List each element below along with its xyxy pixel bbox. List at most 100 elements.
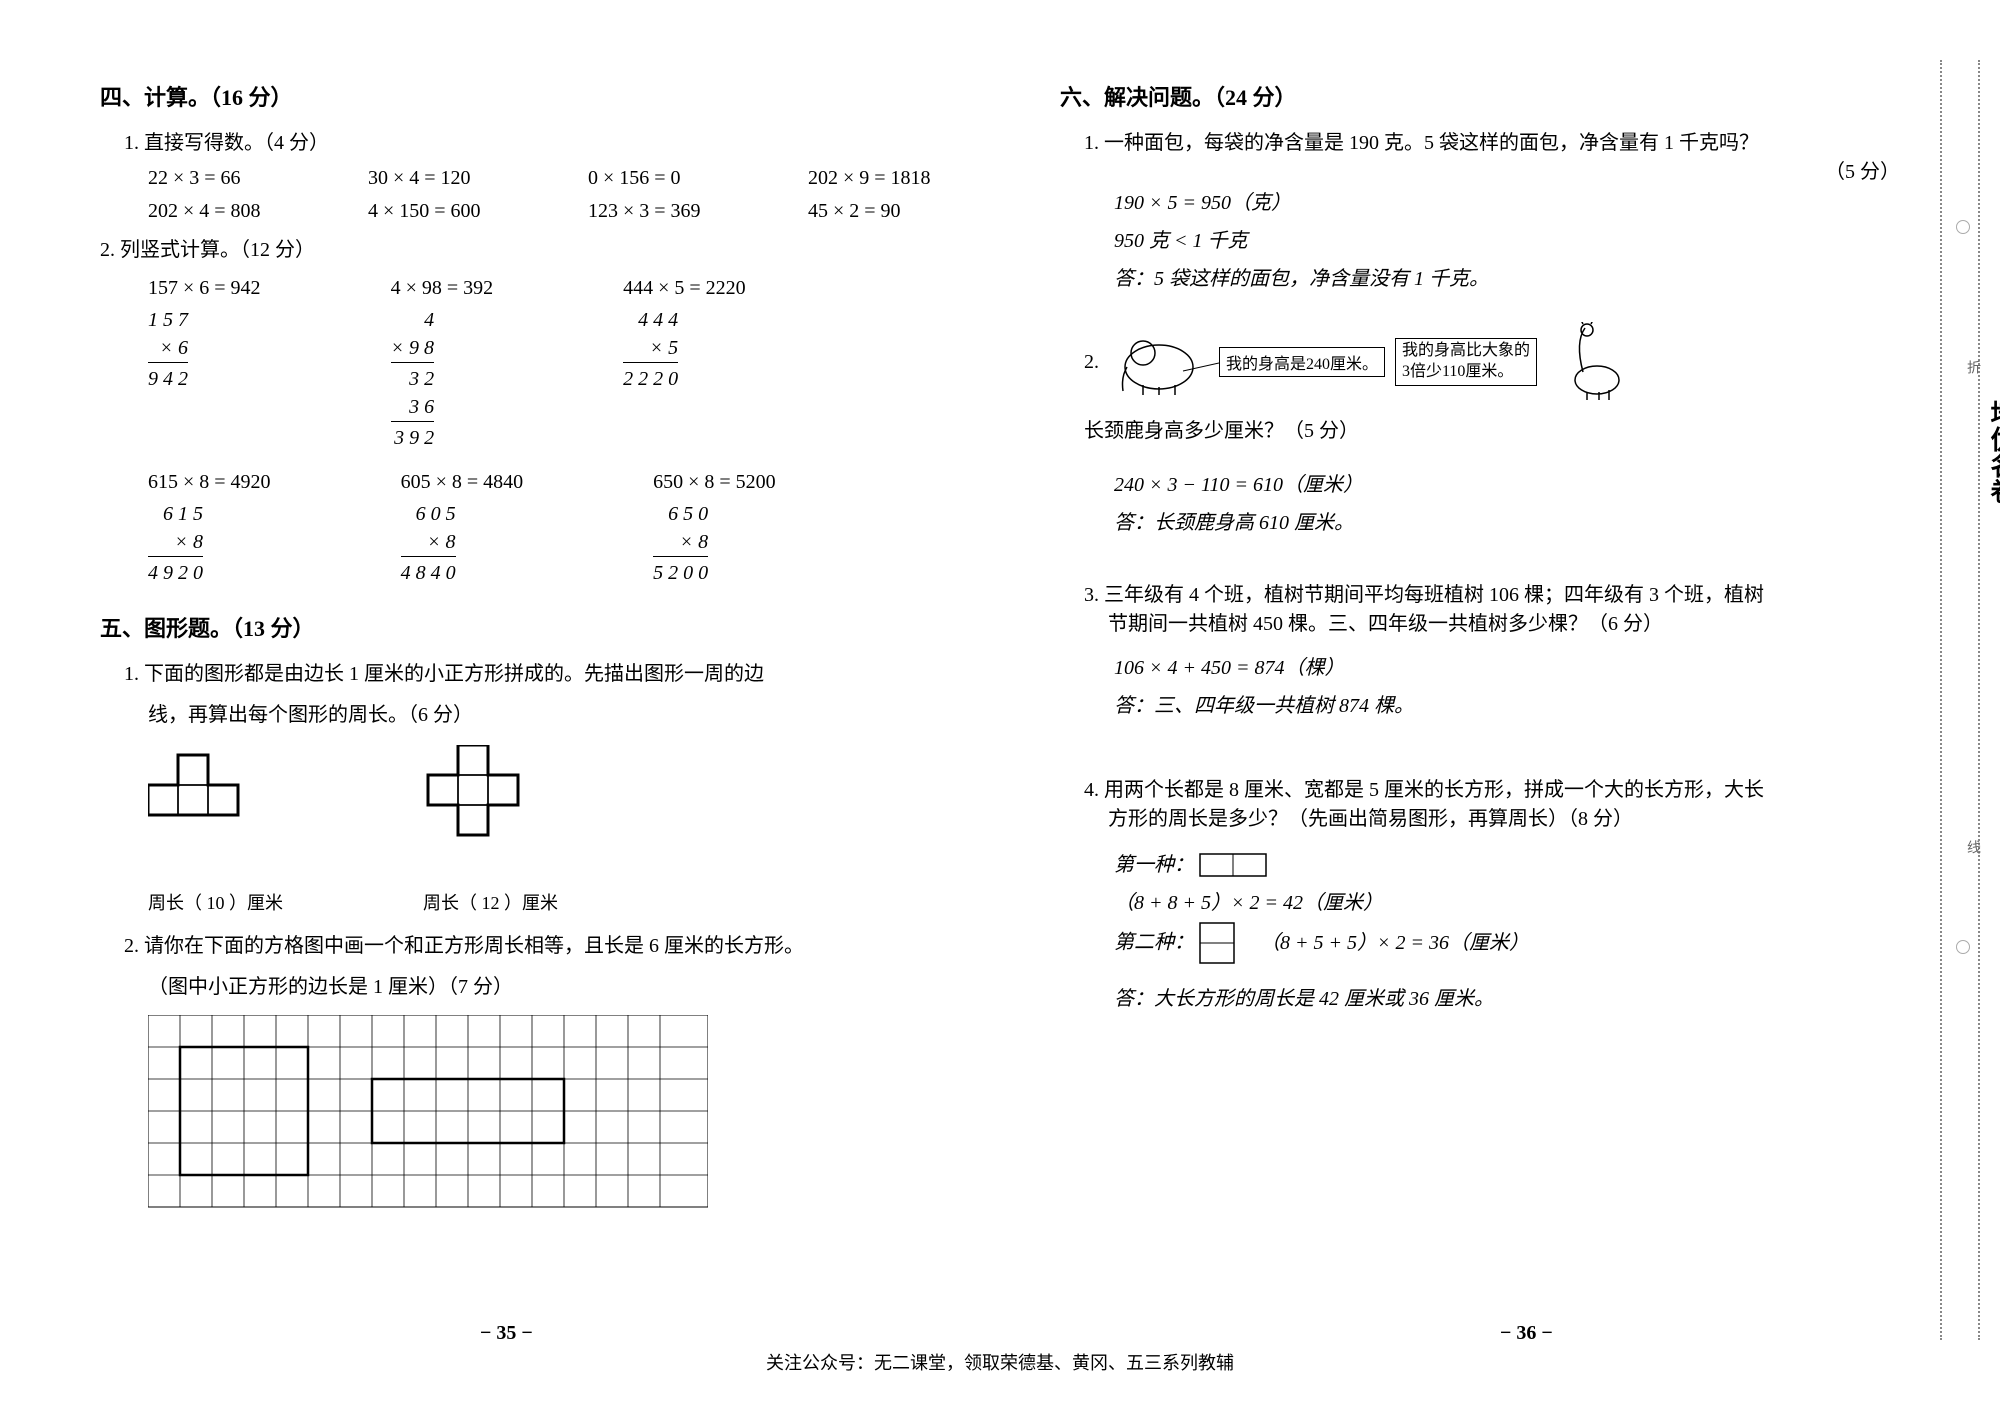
vcalc-line: × 8 [148,528,203,556]
math-item: 0 × 156 = 0 [588,167,748,190]
right-page: 六、解决问题。（24 分） 1. 一种面包，每袋的净含量是 190 克。5 袋这… [1060,80,1940,1221]
section6-heading: 六、解决问题。（24 分） [1060,80,1940,112]
method-label: 第一种： [1114,854,1194,876]
section4-heading: 四、计算。（16 分） [100,80,980,112]
vcalc-line: × 8 [653,528,708,556]
math-item: 123 × 3 = 369 [588,200,748,223]
question-1-points: （5 分） [1060,155,1900,184]
vcalc-line: 4 4 4 [623,306,678,334]
rect-horizontal-icon [1199,853,1269,879]
perimeter-labels: 周长（ 10 ）厘米 周长（ 12 ）厘米 [148,889,980,915]
vcalc-line: 6 0 5 [401,500,456,528]
sub-4-2: 2. 列竖式计算。（12 分） [100,233,980,262]
answer-2: 240 × 3 − 110 = 610（厘米） 答：长颈鹿身高 610 厘米。 [1114,466,1940,542]
vcalc-result: 4 9 2 0 [148,556,203,587]
question-4a: 4. 用两个长都是 8 厘米、宽都是 5 厘米的长方形，拼成一个大的长方形，大长 [1084,773,1940,802]
answer-1: 190 × 5 = 950（克） 950 克 < 1 千克 答：5 袋这样的面包… [1114,184,1940,298]
vcalc-line: 1 5 7 [148,306,188,334]
vcalc-line: × 6 [148,334,188,362]
question-4b: 方形的周长是多少？（先画出简易图形，再算周长）（8 分） [1108,802,1940,836]
speech-line: 我的身高比大象的 [1402,341,1530,362]
page-number-right: − 36 − [1500,1322,1553,1345]
vcalc-3: 444 × 5 = 2220 4 4 4 × 5 2 2 2 0 [623,274,746,452]
shape-2 [418,745,548,875]
method-2: 第二种： （8 + 5 + 5）× 2 = 36（厘米） [1114,922,1940,966]
answer-4: 第一种： （8 + 8 + 5）× 2 = 42（厘米） 第二种： （8 + 5… [1114,846,1940,1018]
vcalc-result: 2 2 2 0 [623,362,678,393]
method-label: 第二种： [1114,932,1194,954]
vcalc-eq: 4 × 98 = 392 [391,274,494,302]
vcalc-result: 5 2 0 0 [653,556,708,587]
math-item: 4 × 150 = 600 [368,200,528,223]
section5-heading: 五、图形题。（13 分） [100,611,980,643]
ans-line: 190 × 5 = 950（克） [1114,184,1940,222]
shape-1 [148,745,278,835]
vcalc-eq: 605 × 8 = 4840 [401,468,524,496]
sub-5-2a: 2. 请你在下面的方格图中画一个和正方形周长相等，且长是 6 厘米的长方形。 [124,929,980,958]
math-item: 22 × 3 = 66 [148,167,308,190]
logo-text: 培优名卷 [1983,400,2000,504]
rect-vertical-icon [1199,922,1239,966]
vcalc-result: 9 4 2 [148,362,188,393]
vcalc-line: × 9 8 [391,334,435,362]
question-3b: 节期间一共植树 450 棵。三、四年级一共植树多少棵？（6 分） [1108,607,1940,641]
giraffe-icon [1547,322,1627,402]
ans-line: 240 × 3 − 110 = 610（厘米） [1114,466,1940,504]
question-2-diagram: 2. 我的身高是240厘米。 我的身高比大象的 3倍少1 [1084,322,1940,402]
vertical-calc-row1: 157 × 6 = 942 1 5 7 × 6 9 4 2 4 × 98 = 3… [148,274,980,452]
vcalc-1: 157 × 6 = 942 1 5 7 × 6 9 4 2 [148,274,261,452]
ans-line: （8 + 5 + 5）× 2 = 36（厘米） [1260,932,1529,954]
perimeter-2: 周长（ 12 ）厘米 [423,889,558,915]
question-1: 1. 一种面包，每袋的净含量是 190 克。5 袋这样的面包，净含量有 1 千克… [1084,126,1940,155]
footer-text: 关注公众号：无二课堂，领取荣德基、黄冈、五三系列教辅 [0,1349,2000,1375]
vcalc-eq: 650 × 8 = 5200 [653,468,776,496]
sub-4-1: 1. 直接写得数。（4 分） [124,126,980,155]
sub-5-1a: 1. 下面的图形都是由边长 1 厘米的小正方形拼成的。先描出图形一周的边 [124,657,980,686]
sub-5-2b: （图中小正方形的边长是 1 厘米）（7 分） [148,970,980,999]
math-item: 202 × 4 = 808 [148,200,308,223]
page-number-left: − 35 − [480,1322,533,1345]
vcalc-result: 3 9 2 [391,421,435,452]
method-1: 第一种： [1114,846,1940,884]
vcalc-line: × 8 [401,528,456,556]
question-2-num: 2. [1084,351,1099,374]
shapes-row [148,745,980,875]
mental-math-row2: 202 × 4 = 808 4 × 150 = 600 123 × 3 = 36… [148,200,980,223]
vcalc-eq: 444 × 5 = 2220 [623,274,746,302]
ans-line: 950 克 < 1 千克 [1114,222,1940,260]
margin-label-zhe: 折 [1962,360,1982,374]
mental-math-row1: 22 × 3 = 66 30 × 4 = 120 0 × 156 = 0 202… [148,167,980,190]
grid-drawing [148,1015,980,1221]
sub-5-1b: 线，再算出每个图形的周长。（6 分） [148,698,980,727]
speech-arrow-icon [1179,355,1219,375]
math-item: 202 × 9 = 1818 [808,167,968,190]
math-item: 45 × 2 = 90 [808,200,968,223]
vcalc-2: 4 × 98 = 392 4 × 9 8 3 2 3 6 3 9 2 [391,274,494,452]
vcalc-line: 4 [391,306,435,334]
vcalc-line: 6 1 5 [148,500,203,528]
vcalc-eq: 615 × 8 = 4920 [148,468,271,496]
math-item: 30 × 4 = 120 [368,167,528,190]
vcalc-line: 6 5 0 [653,500,708,528]
ans-line: 答：三、四年级一共植树 874 棵。 [1114,687,1940,725]
speech-line: 3倍少110厘米。 [1402,362,1530,383]
margin-label-xian: 线 [1962,840,1982,854]
binding-margin: 折 线 [1940,60,1980,1340]
vcalc-result: 4 8 4 0 [401,556,456,587]
ans-line: 106 × 4 + 450 = 874（棵） [1114,649,1940,687]
vcalc-4: 615 × 8 = 4920 6 1 5 × 8 4 9 2 0 [148,468,271,587]
question-2: 长颈鹿身高多少厘米？（5 分） [1084,414,1940,448]
vcalc-eq: 157 × 6 = 942 [148,274,261,302]
question-3a: 3. 三年级有 4 个班，植树节期间平均每班植树 106 棵；四年级有 3 个班… [1084,578,1940,607]
vcalc-line: 3 2 [391,362,435,393]
giraffe-speech: 我的身高比大象的 3倍少110厘米。 [1395,338,1537,386]
vcalc-line: 3 6 [391,393,435,421]
ans-line: （8 + 8 + 5）× 2 = 42（厘米） [1114,884,1940,922]
elephant-speech: 我的身高是240厘米。 [1219,347,1385,377]
vcalc-6: 650 × 8 = 5200 6 5 0 × 8 5 2 0 0 [653,468,776,587]
left-page: 四、计算。（16 分） 1. 直接写得数。（4 分） 22 × 3 = 66 3… [100,80,980,1221]
answer-3: 106 × 4 + 450 = 874（棵） 答：三、四年级一共植树 874 棵… [1114,649,1940,725]
ans-line: 答：长颈鹿身高 610 厘米。 [1114,504,1940,542]
vcalc-5: 605 × 8 = 4840 6 0 5 × 8 4 8 4 0 [401,468,524,587]
vertical-calc-row2: 615 × 8 = 4920 6 1 5 × 8 4 9 2 0 605 × 8… [148,468,980,587]
